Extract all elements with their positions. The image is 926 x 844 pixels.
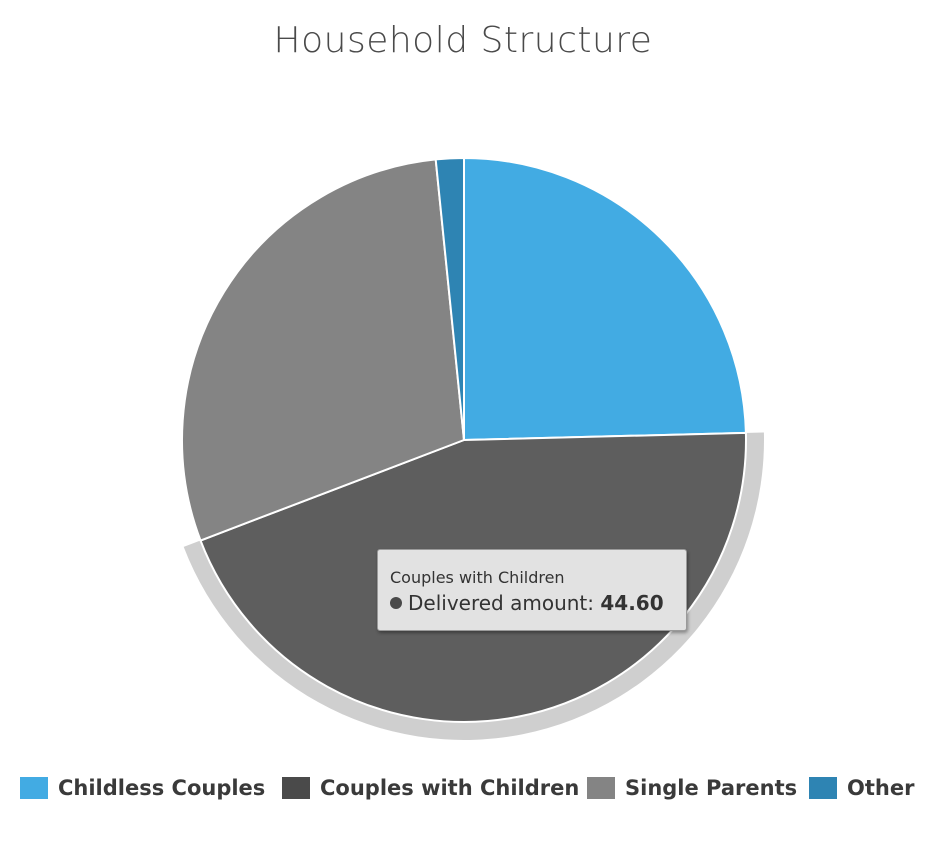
tooltip-value: 44.60 (600, 591, 664, 615)
legend-item-childless-couples[interactable]: Childless Couples (20, 770, 265, 806)
legend-label: Childless Couples (58, 776, 266, 800)
slice-single-parents[interactable] (181, 158, 465, 542)
slice-other[interactable] (434, 157, 465, 441)
legend-label: Couples with Children (320, 776, 580, 800)
slice-childless-couples[interactable] (463, 157, 747, 441)
pie-chart (181, 157, 765, 740)
legend-item-single-parents[interactable]: Single Parents (587, 770, 797, 806)
tooltip-series-label: Delivered amount: (408, 591, 601, 615)
legend-swatch (282, 777, 310, 799)
legend-swatch (809, 777, 837, 799)
tooltip-bullet-icon (390, 597, 402, 609)
legend: Childless Couples Couples with Children … (0, 770, 926, 806)
legend-item-other[interactable]: Other (809, 770, 914, 806)
legend-swatch (20, 777, 48, 799)
legend-swatch (587, 777, 615, 799)
tooltip: Couples with Children Delivered amount: … (377, 549, 687, 631)
tooltip-header: Couples with Children (390, 568, 565, 587)
legend-item-couples-with-children[interactable]: Couples with Children (282, 770, 579, 806)
legend-label: Single Parents (625, 776, 798, 800)
legend-label: Other (847, 776, 915, 800)
tooltip-line: Delivered amount: 44.60 (390, 590, 674, 616)
chart-title: Household Structure (273, 20, 653, 61)
